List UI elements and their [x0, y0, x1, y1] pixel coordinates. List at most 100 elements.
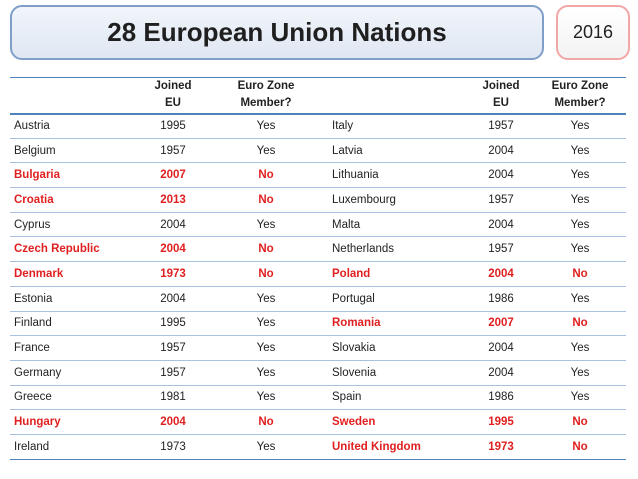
table-row: Austria 1995 Yes Italy 1957 Yes [10, 113, 626, 139]
table-row: Finland 1995 Yes Romania 2007 No [10, 311, 626, 337]
country-cell: Malta [328, 212, 468, 238]
joined-eu-cell: 1957 [468, 187, 534, 213]
joined-eu-cell: 1973 [468, 434, 534, 460]
joined-eu-cell: 1995 [468, 409, 534, 435]
joined-eu-cell: 2004 [142, 212, 204, 238]
table-header-row: Joined EU Euro Zone Member? Joined EU Eu… [10, 77, 626, 115]
year-badge: 2016 [556, 5, 630, 60]
country-cell: Lithuania [328, 162, 468, 189]
table-row: Estonia 2004 Yes Portugal 1986 Yes [10, 286, 626, 312]
country-cell: Poland [328, 261, 468, 287]
header-joined-eu-left: Joined EU [142, 77, 204, 115]
joined-eu-cell: 2004 [468, 335, 534, 361]
euro-zone-cell: Yes [204, 434, 328, 460]
header-joined-line2: EU [493, 97, 509, 110]
country-cell: Finland [10, 311, 142, 337]
table-row: Bulgaria 2007 No Lithuania 2004 Yes [10, 162, 626, 189]
euro-zone-cell: Yes [534, 236, 626, 263]
table-row: Croatia 2013 No Luxembourg 1957 Yes [10, 187, 626, 213]
joined-eu-cell: 2013 [142, 187, 204, 213]
header-euro-line1: Euro Zone [551, 80, 609, 93]
euro-zone-cell: Yes [534, 162, 626, 189]
table-row: France 1957 Yes Slovakia 2004 Yes [10, 335, 626, 361]
euro-zone-cell: Yes [204, 311, 328, 337]
euro-zone-cell: Yes [204, 212, 328, 238]
country-cell: Czech Republic [10, 236, 142, 263]
joined-eu-cell: 1957 [142, 138, 204, 164]
country-cell: Estonia [10, 286, 142, 312]
header-joined-line1: Joined [154, 80, 192, 93]
joined-eu-cell: 1973 [142, 434, 204, 460]
table-row: Belgium 1957 Yes Latvia 2004 Yes [10, 138, 626, 164]
joined-eu-cell: 2004 [142, 236, 204, 263]
page-title-text: 28 European Union Nations [107, 17, 447, 47]
joined-eu-cell: 2004 [468, 138, 534, 164]
header-euro-zone-right: Euro Zone Member? [534, 77, 626, 115]
country-cell: Croatia [10, 187, 142, 213]
country-cell: Slovenia [328, 360, 468, 386]
joined-eu-cell: 1957 [142, 335, 204, 361]
eu-nations-table: Joined EU Euro Zone Member? Joined EU Eu… [10, 77, 626, 460]
euro-zone-cell: No [204, 236, 328, 263]
euro-zone-cell: Yes [534, 360, 626, 386]
euro-zone-cell: Yes [534, 385, 626, 411]
table-header: Joined EU Euro Zone Member? Joined EU Eu… [10, 77, 626, 115]
table-row: Greece 1981 Yes Spain 1986 Yes [10, 385, 626, 411]
euro-zone-cell: No [204, 261, 328, 287]
joined-eu-cell: 1957 [468, 113, 534, 139]
joined-eu-cell: 2004 [468, 261, 534, 287]
euro-zone-cell: Yes [534, 138, 626, 164]
country-cell: Netherlands [328, 236, 468, 263]
euro-zone-cell: No [204, 409, 328, 435]
country-cell: Ireland [10, 434, 142, 460]
country-cell: Italy [328, 113, 468, 139]
country-cell: Slovakia [328, 335, 468, 361]
joined-eu-cell: 2007 [468, 311, 534, 337]
header-country-right [328, 77, 468, 115]
joined-eu-cell: 1986 [468, 286, 534, 312]
joined-eu-cell: 2007 [142, 162, 204, 189]
country-cell: Hungary [10, 409, 142, 435]
euro-zone-cell: Yes [204, 113, 328, 139]
header-joined-line2: EU [165, 97, 181, 110]
euro-zone-cell: Yes [204, 335, 328, 361]
euro-zone-cell: No [534, 261, 626, 287]
header-joined-eu-right: Joined EU [468, 77, 534, 115]
joined-eu-cell: 2004 [468, 162, 534, 189]
euro-zone-cell: Yes [534, 187, 626, 213]
joined-eu-cell: 1957 [468, 236, 534, 263]
euro-zone-cell: Yes [204, 286, 328, 312]
euro-zone-cell: Yes [534, 335, 626, 361]
joined-eu-cell: 2004 [468, 212, 534, 238]
table-row: Ireland 1973 Yes United Kingdom 1973 No [10, 434, 626, 460]
table-row: Denmark 1973 No Poland 2004 No [10, 261, 626, 287]
joined-eu-cell: 1957 [142, 360, 204, 386]
euro-zone-cell: No [204, 162, 328, 189]
euro-zone-cell: Yes [534, 286, 626, 312]
table-row: Cyprus 2004 Yes Malta 2004 Yes [10, 212, 626, 238]
euro-zone-cell: Yes [534, 113, 626, 139]
euro-zone-cell: No [204, 187, 328, 213]
euro-zone-cell: No [534, 409, 626, 435]
country-cell: France [10, 335, 142, 361]
joined-eu-cell: 1986 [468, 385, 534, 411]
country-cell: Greece [10, 385, 142, 411]
country-cell: Luxembourg [328, 187, 468, 213]
country-cell: Portugal [328, 286, 468, 312]
header-euro-line2: Member? [240, 97, 292, 110]
joined-eu-cell: 2004 [142, 286, 204, 312]
country-cell: Romania [328, 311, 468, 337]
joined-eu-cell: 1973 [142, 261, 204, 287]
euro-zone-cell: No [534, 434, 626, 460]
country-cell: Austria [10, 113, 142, 139]
joined-eu-cell: 2004 [468, 360, 534, 386]
table-row: Hungary 2004 No Sweden 1995 No [10, 409, 626, 435]
country-cell: Spain [328, 385, 468, 411]
euro-zone-cell: No [534, 311, 626, 337]
country-cell: Sweden [328, 409, 468, 435]
euro-zone-cell: Yes [534, 212, 626, 238]
country-cell: Belgium [10, 138, 142, 164]
header-euro-zone-left: Euro Zone Member? [204, 77, 328, 115]
joined-eu-cell: 1995 [142, 311, 204, 337]
header-country-left [10, 77, 142, 115]
